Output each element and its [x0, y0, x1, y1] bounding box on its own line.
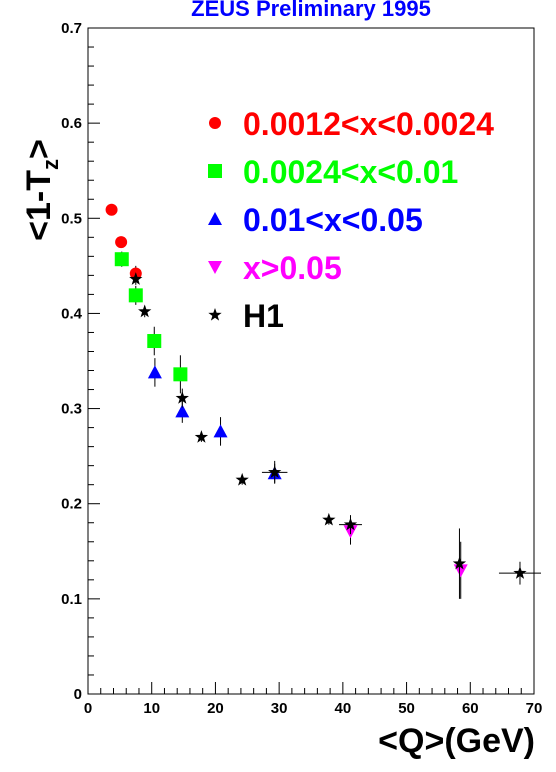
plot-frame: [87, 27, 535, 695]
legend-entry: 0.01<x<0.05: [208, 202, 423, 238]
legend-label: 0.0012<x<0.0024: [243, 106, 494, 142]
data-point: [268, 465, 282, 478]
legend-entry: x>0.05: [208, 250, 342, 286]
data-point: [322, 512, 336, 526]
data-point: [513, 566, 527, 579]
legend-marker: [208, 261, 222, 274]
y-tick-label: 0.2: [61, 496, 82, 513]
y-tick-label: 0.5: [61, 210, 82, 227]
y-axis-title-sub: z: [38, 159, 63, 170]
y-tick-label: 0.3: [61, 401, 82, 418]
data-point: [115, 236, 128, 249]
x-tick-label: 50: [398, 700, 415, 717]
y-tick-label: 0.1: [61, 591, 82, 608]
data-point: [128, 288, 143, 303]
series-circle: [105, 203, 142, 282]
x-tick-label: 10: [143, 700, 160, 717]
series-star: [129, 272, 542, 599]
legend-label: 0.0024<x<0.01: [243, 154, 458, 190]
x-tick-label: 20: [207, 700, 224, 717]
y-axis-title-main: <1-T: [20, 170, 58, 241]
data-point: [147, 334, 162, 349]
legend-entry: H1: [208, 298, 284, 334]
data-point: [129, 272, 143, 285]
data-point: [213, 424, 228, 438]
y-axis-title: <1-Tz>: [20, 139, 63, 241]
x-tick-label: 70: [526, 700, 543, 717]
x-tick-label: 0: [84, 700, 92, 717]
series-triangle-up: [147, 358, 282, 483]
y-tick-label: 0.6: [61, 115, 82, 132]
legend-entry: 0.0024<x<0.01: [208, 154, 458, 190]
x-axis-title: <Q>(GeV): [378, 722, 535, 760]
axes: 0 10 20 30 40 50 60 70 0 0.1 0.2 0.3 0.4 0.5 0.6 0.7: [61, 20, 542, 717]
svg-text:<1-Tz>: <1-Tz>: [20, 139, 63, 241]
legend-marker: [208, 212, 222, 225]
series-triangle-down: [343, 517, 468, 599]
data-point: [173, 367, 188, 382]
x-tick-label: 60: [462, 700, 479, 717]
x-tick-label: 30: [271, 700, 288, 717]
series-square: [114, 251, 188, 394]
data-point: [175, 391, 189, 404]
data-point: [452, 556, 467, 570]
legend-marker: [209, 117, 221, 129]
data-marks: [105, 203, 542, 599]
data-point: [194, 430, 209, 443]
data-point: [343, 517, 358, 531]
y-axis-title-end: >: [20, 139, 58, 159]
legend-label: H1: [243, 298, 284, 334]
data-point: [147, 365, 162, 379]
data-point: [235, 472, 249, 486]
legend-marker: [208, 164, 222, 178]
legend-entry: 0.0012<x<0.0024: [209, 106, 494, 142]
y-tick-label: 0.7: [61, 20, 82, 37]
y-tick-label: 0.4: [61, 305, 83, 322]
legend-marker: [208, 308, 222, 321]
legend: 0.0012<x<0.0024 0.0024<x<0.01 0.01<x<0.05 x…: [208, 106, 494, 334]
data-point: [175, 404, 190, 418]
chart-title: ZEUS Preliminary 1995: [191, 0, 431, 21]
data-point: [114, 252, 129, 267]
x-tick-label: 40: [335, 700, 352, 717]
legend-label: 0.01<x<0.05: [243, 202, 423, 238]
data-point: [138, 304, 152, 318]
data-point: [105, 203, 118, 216]
legend-label: x>0.05: [243, 250, 342, 286]
y-tick-label: 0: [74, 686, 82, 703]
